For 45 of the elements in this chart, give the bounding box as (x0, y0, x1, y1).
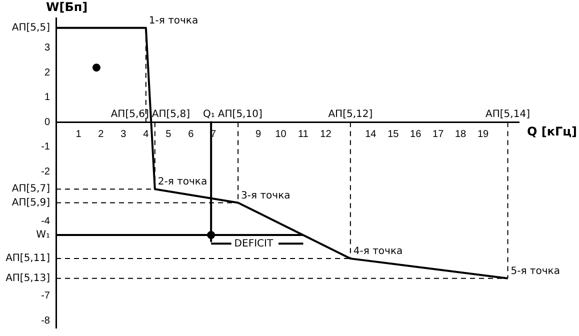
annotation: АП[5,10] (218, 108, 262, 120)
annotation: АП[5,11] (6, 253, 50, 264)
x-tick-label: 1 (76, 128, 82, 140)
annotation: АП[5,13] (6, 272, 50, 284)
y-tick-label: -7 (41, 290, 50, 302)
x-tick-label: 3 (120, 128, 127, 140)
x-tick-label: 17 (432, 128, 444, 140)
annotation: 4-я точка (353, 246, 403, 258)
annotation: АП[5,14] (486, 108, 530, 120)
annotation: DEFICIT (234, 238, 274, 250)
x-tick-label: 19 (477, 128, 490, 140)
y-tick-label: -4 (41, 216, 50, 228)
x-tick-label: 10 (275, 128, 287, 140)
annotation: АП[5,6] (110, 108, 149, 120)
annotation: W₁ (36, 230, 50, 241)
x-tick-label: 4 (143, 128, 150, 140)
y-tick-label: -8 (41, 315, 50, 326)
y-tick-label: 2 (44, 67, 50, 78)
annotation: 2-я точка (158, 176, 208, 188)
annotation: АП[5,9] (12, 197, 50, 208)
x-tick-label: 11 (298, 128, 309, 140)
x-tick-label: 14 (365, 128, 377, 140)
annotation: 1-я точка (148, 16, 198, 27)
x-tick-label: 5 (166, 128, 172, 140)
x-tick-label: 2 (98, 128, 104, 140)
annotation: АП[5,12] (328, 108, 373, 120)
annotation: 5-я точка (510, 266, 560, 277)
annotation: АП[5,8] (152, 108, 190, 120)
x-tick-label: 16 (410, 128, 422, 140)
annotation: 3-я точка (241, 190, 290, 202)
y-tick-label: 3 (44, 42, 50, 54)
x-tick-label: 15 (388, 128, 400, 140)
y-tick-label: -2 (41, 166, 50, 178)
x-tick-label: 18 (455, 128, 467, 140)
y-tick-label: -1 (41, 142, 50, 153)
x-axis-title: Q [кГц] (526, 124, 577, 138)
x-tick-label: 9 (256, 128, 262, 140)
annotation: АП[5,5] (12, 22, 50, 34)
annotation: АП[5,7] (12, 184, 50, 195)
annotation: Q₁ (203, 108, 215, 120)
x-tick-label: 6 (188, 128, 194, 140)
y-tick-label: 1 (44, 92, 50, 104)
y-tick-label: 0 (44, 116, 50, 128)
x-tick-label: 12 (320, 128, 332, 140)
y-axis-title: W[Бп] (46, 0, 88, 14)
